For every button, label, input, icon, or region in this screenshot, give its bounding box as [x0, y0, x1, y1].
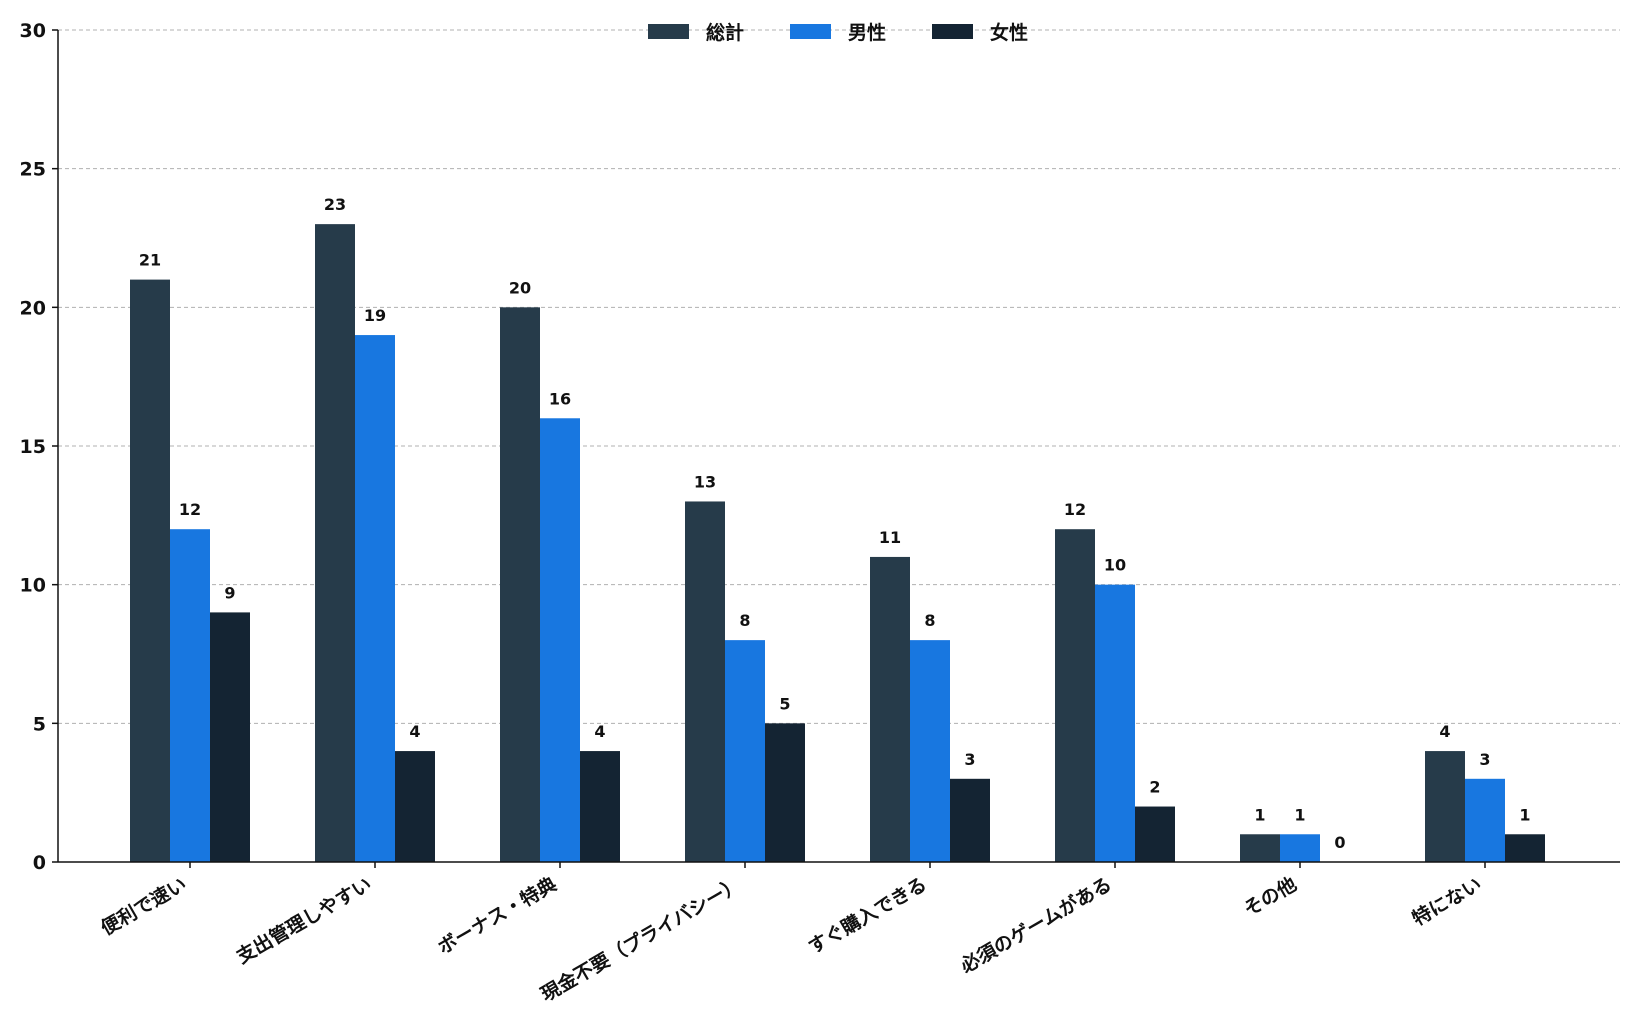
x-tick-label: すぐ購入できる	[804, 872, 930, 958]
bar-1-4	[685, 501, 725, 862]
data-label: 0	[1334, 833, 1345, 852]
x-tick-label: ボーナス・特典	[434, 872, 561, 958]
data-label: 1	[1254, 805, 1265, 824]
bar-2-6	[1095, 584, 1135, 862]
data-label: 2	[1149, 778, 1160, 797]
data-label: 23	[324, 195, 346, 214]
data-label: 16	[549, 389, 571, 408]
y-tick-label: 25	[20, 159, 46, 181]
y-tick-label: 20	[20, 297, 46, 319]
x-tick-label: 必須のゲームがある	[956, 872, 1116, 978]
legend-swatch	[790, 24, 831, 39]
data-label: 12	[179, 500, 201, 519]
y-tick-label: 5	[33, 713, 46, 735]
data-label: 21	[139, 251, 161, 270]
legend: 総計 男性 女性	[648, 21, 1028, 44]
bar-1-8	[1425, 751, 1465, 862]
x-tick-label: その他	[1240, 872, 1301, 920]
bar-2-3	[540, 418, 580, 862]
data-label: 1	[1294, 805, 1305, 824]
bar-3-5	[950, 778, 990, 862]
bar-1-3	[500, 307, 540, 862]
x-tick-label: 便利で速い	[97, 872, 191, 939]
bar-2-5	[910, 640, 950, 862]
bar-3-4	[765, 723, 805, 862]
bar-3-2	[395, 751, 435, 862]
bar-2-1	[170, 529, 210, 862]
data-label: 5	[779, 694, 790, 713]
bar-2-7	[1280, 834, 1320, 862]
bar-3-1	[210, 612, 250, 862]
legend-label: 女性	[990, 21, 1028, 44]
bar-1-2	[315, 224, 355, 863]
y-tick-label: 0	[33, 852, 46, 874]
bars	[130, 224, 1545, 863]
data-label: 8	[739, 611, 750, 630]
legend-swatch	[648, 24, 689, 39]
data-label: 3	[964, 750, 975, 769]
bar-1-6	[1055, 529, 1095, 862]
y-tick-label: 10	[20, 575, 46, 597]
bar-2-4	[725, 640, 765, 862]
bar-3-8	[1505, 834, 1545, 862]
data-label: 4	[1439, 722, 1450, 741]
x-tick-label: 特にない	[1409, 873, 1486, 930]
data-label: 1	[1519, 805, 1530, 824]
bar-2-8	[1465, 778, 1505, 862]
data-label: 11	[879, 528, 901, 547]
data-label: 4	[409, 722, 420, 741]
legend-swatch	[932, 24, 973, 39]
x-tick-label: 支出管理しやすい	[232, 872, 376, 968]
data-label: 10	[1104, 556, 1126, 575]
data-label: 3	[1479, 750, 1490, 769]
data-label: 12	[1064, 500, 1086, 519]
data-label: 19	[364, 306, 386, 325]
y-tick-label: 15	[20, 436, 46, 458]
data-label: 4	[594, 722, 605, 741]
x-tick-label: 現金不要（プライバシー）	[537, 872, 746, 1006]
bar-1-5	[870, 556, 910, 862]
legend-label: 総計	[706, 21, 744, 44]
bar-3-3	[580, 751, 620, 862]
bar-1-1	[130, 279, 170, 863]
legend-label: 男性	[848, 21, 886, 44]
data-label: 9	[224, 583, 235, 602]
data-label: 8	[924, 611, 935, 630]
gridlines	[58, 29, 1620, 724]
bar-2-2	[355, 335, 395, 863]
data-label: 13	[694, 472, 716, 491]
y-tick-label: 30	[20, 20, 46, 42]
bar-3-6	[1135, 806, 1175, 862]
bar-1-7	[1240, 834, 1280, 862]
data-label: 20	[509, 278, 531, 297]
